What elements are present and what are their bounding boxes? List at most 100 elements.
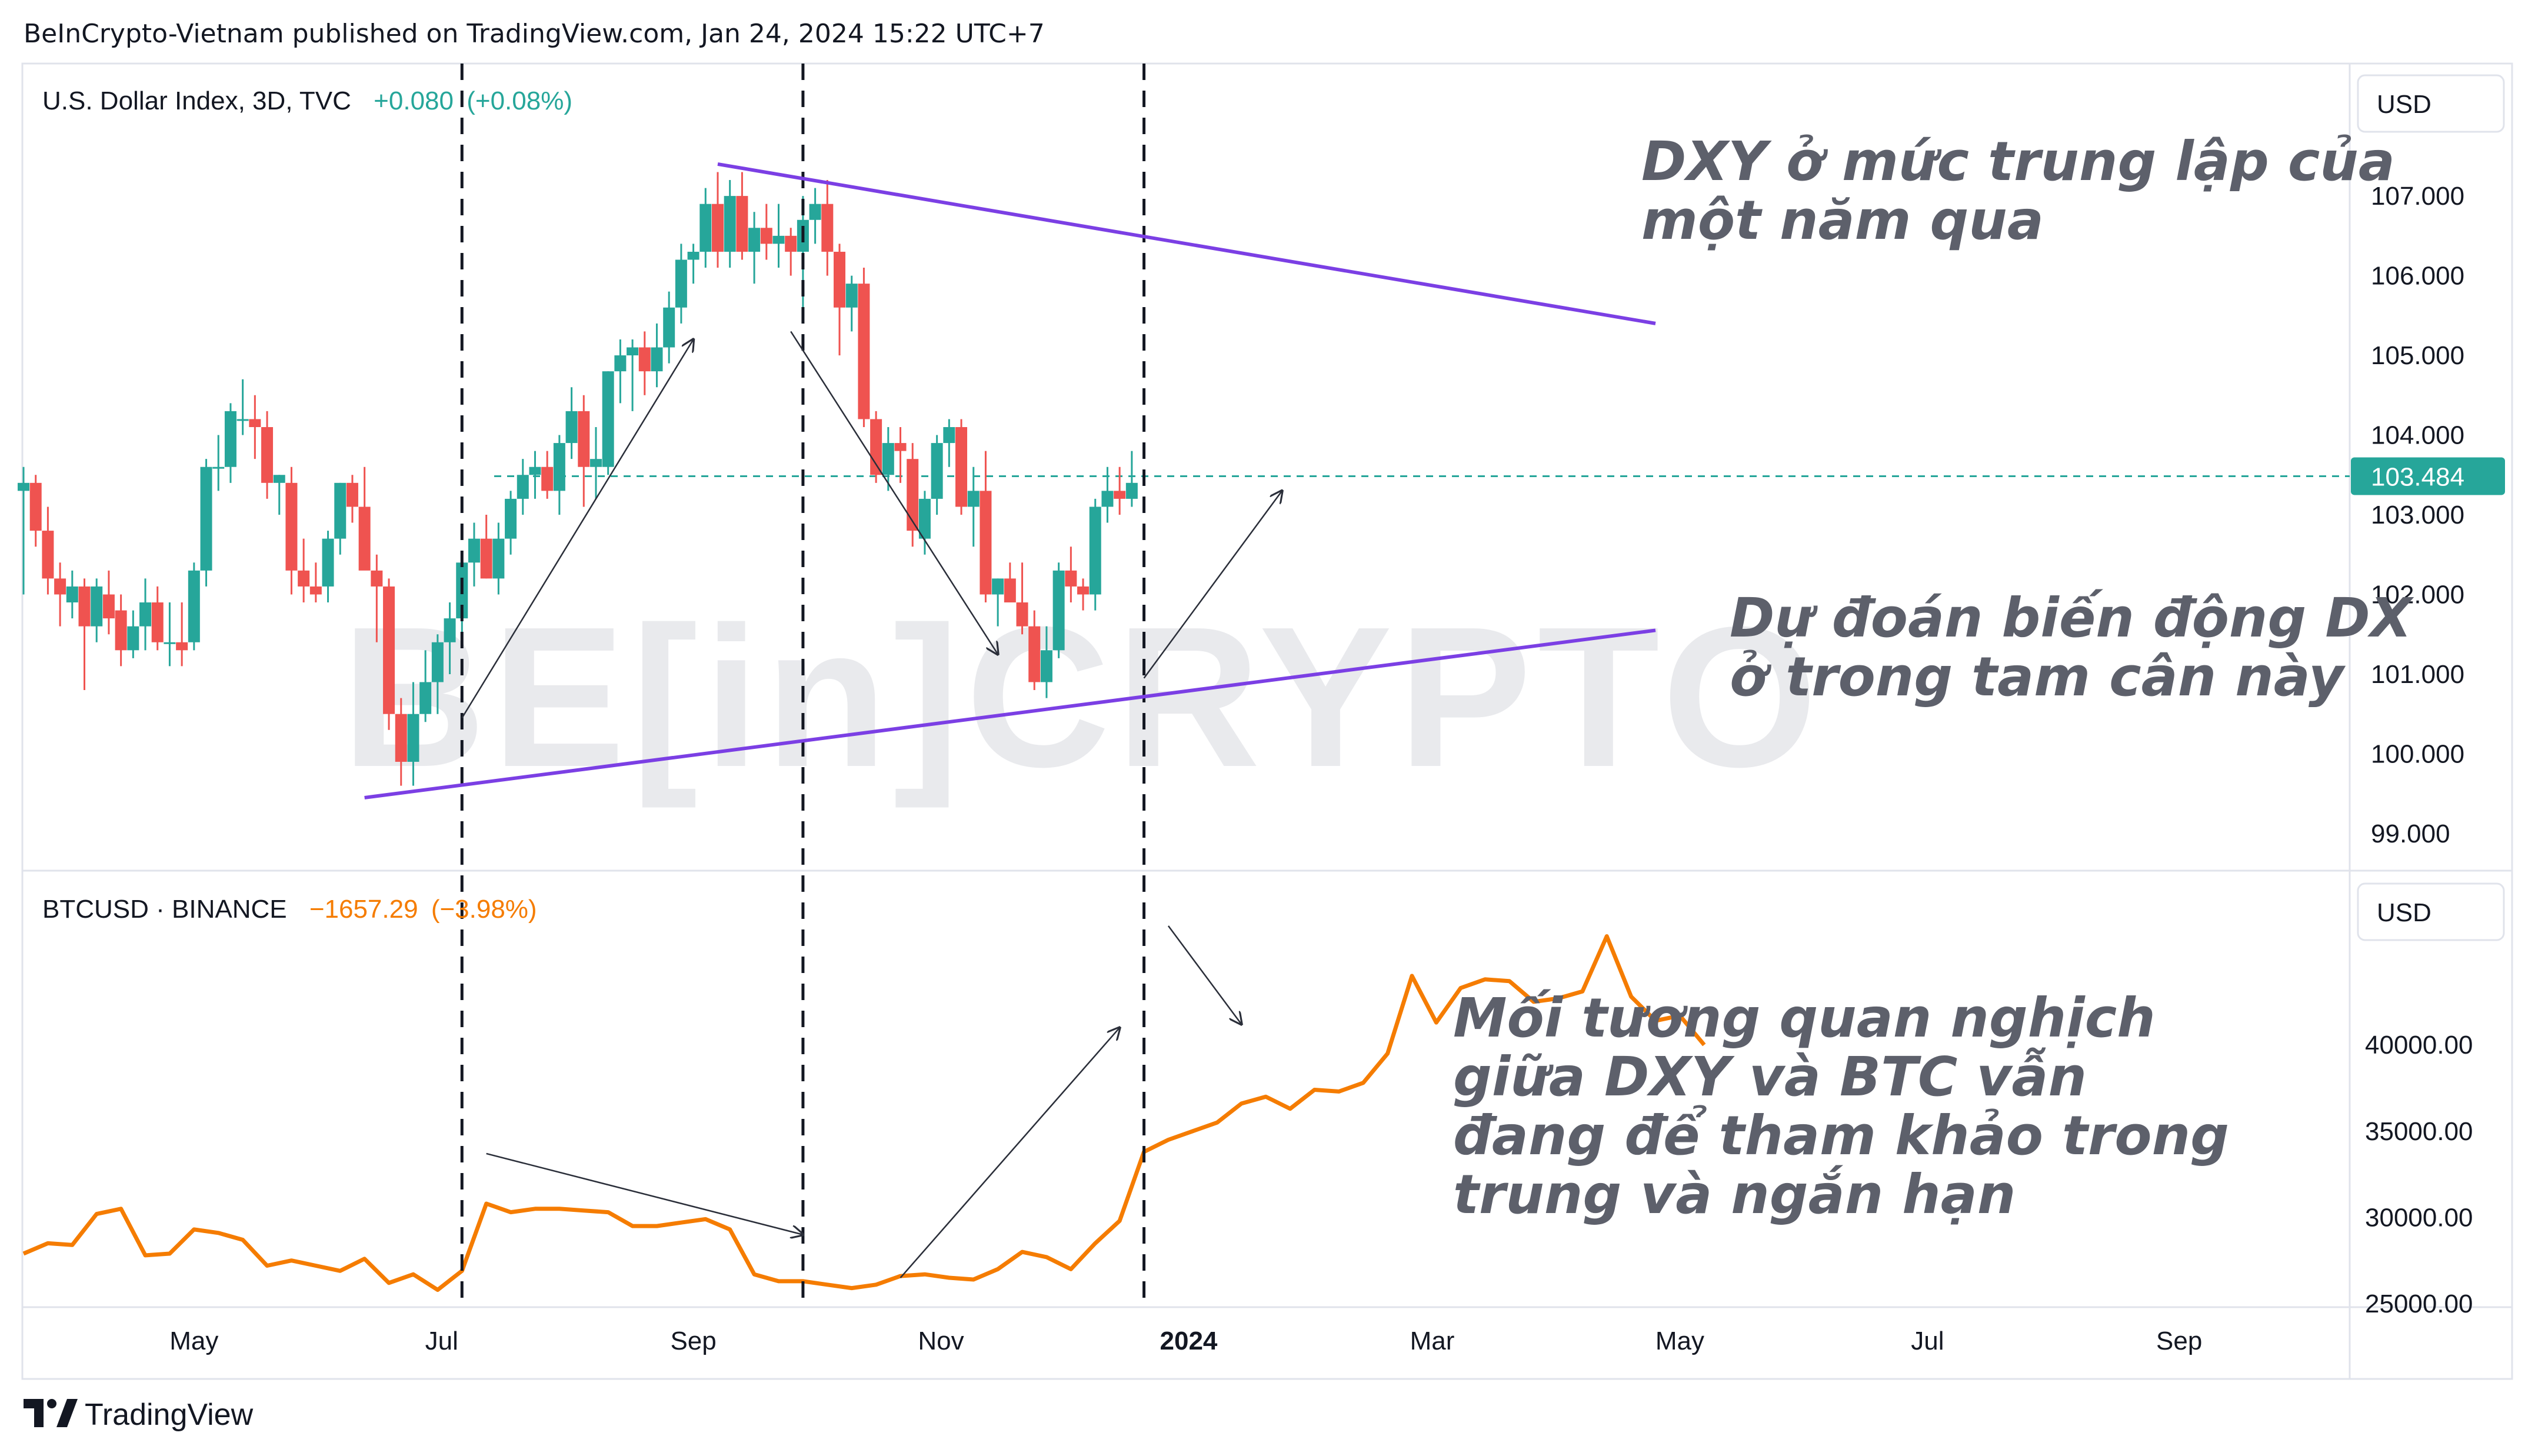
btc-trend-arrow: [486, 1152, 803, 1235]
candle-body: [821, 204, 834, 252]
candle-body: [309, 586, 322, 595]
dxy-trend-arrow: [790, 331, 998, 654]
x-tick-label: Jul: [425, 1327, 458, 1355]
candle-body: [188, 570, 200, 642]
candle-body: [395, 714, 407, 762]
candle-body: [894, 443, 907, 451]
btc-change-pct: (−3.98%): [431, 895, 537, 924]
x-tick-label: 2024: [1160, 1327, 1218, 1355]
candle-body: [407, 714, 419, 762]
candle-body: [1101, 491, 1114, 507]
candle-body: [711, 204, 724, 252]
candle-body: [845, 284, 858, 308]
candle-body: [383, 586, 395, 714]
last-price-badge: [2351, 457, 2505, 495]
btc-currency-button[interactable]: USD: [2357, 882, 2505, 941]
candle-body: [772, 235, 785, 244]
x-tick-label: Mar: [1410, 1327, 1455, 1355]
candle-body: [249, 419, 261, 427]
btc-trend-arrow: [900, 1028, 1120, 1278]
tradingview-brand: TradingView: [85, 1398, 254, 1432]
candle-body: [346, 482, 358, 507]
tradingview-logo[interactable]: TradingView: [24, 1398, 254, 1432]
dxy-y-tick-label: 101.000: [2371, 660, 2464, 689]
candle-body: [992, 578, 1004, 595]
published-header: BeInCrypto-Vietnam published on TradingV…: [24, 19, 1045, 49]
annotation-triangle-line1: Dự đoán biến động DX: [1730, 587, 2414, 649]
candle-body: [980, 491, 992, 595]
dxy-y-tick-label: 103.000: [2371, 501, 2464, 529]
candle-body: [91, 586, 103, 627]
candle-body: [261, 427, 274, 483]
dxy-y-tick-label: 104.000: [2371, 421, 2464, 450]
candle-body: [785, 235, 797, 252]
dxy-currency-button[interactable]: USD: [2357, 74, 2505, 133]
time-axis[interactable]: May Jul Sep Nov 2024 Mar May Jul Sep: [169, 1327, 2202, 1355]
candle-body: [42, 531, 54, 579]
candle-body: [870, 419, 882, 475]
chart-frame: [21, 62, 2513, 1380]
annotation-correlation-line2: giữa DXY và BTC vẫn: [1453, 1045, 2087, 1108]
candle-body: [176, 642, 188, 651]
tv-logo-mark: [24, 1399, 44, 1427]
candle-body: [164, 642, 176, 644]
watermark-logo: BE[in]CRYPTO: [342, 585, 1824, 809]
candle-body: [322, 538, 334, 587]
candle-body: [760, 228, 772, 244]
candle-body: [675, 259, 687, 308]
candle-body: [687, 251, 699, 260]
dxy-y-tick-label: 106.000: [2371, 262, 2464, 291]
candle-body: [638, 347, 651, 372]
dxy-y-tick-label: 99.000: [2371, 819, 2450, 848]
btc-y-tick-label: 35000.00: [2365, 1117, 2473, 1146]
candle-body: [1065, 570, 1077, 587]
candle-body: [578, 411, 590, 467]
dxy-change-pct: (+0.08%): [467, 86, 572, 115]
candle-body: [553, 443, 565, 491]
dxy-y-tick-label: 100.000: [2371, 739, 2464, 768]
candle-body: [529, 467, 541, 475]
dxy-change: +0.080: [374, 86, 454, 115]
candle-body: [907, 459, 919, 531]
candle-body: [273, 475, 285, 483]
candle-body: [1114, 491, 1126, 499]
candle-body: [1052, 570, 1065, 651]
candle-body: [1089, 507, 1101, 595]
btc-legend[interactable]: BTCUSD · BINANCE −1657.29 (−3.98%): [42, 895, 537, 924]
annotation-correlation-line4: trung và ngắn hạn: [1453, 1163, 2016, 1226]
annotation-correlation-line3: đang để tham khảo trong: [1453, 1104, 2229, 1167]
candle-body: [967, 491, 980, 507]
candle-body: [468, 538, 480, 563]
candle-body: [663, 307, 675, 348]
dxy-currency-label: USD: [2377, 90, 2431, 119]
candle-body: [285, 482, 298, 571]
annotation-triangle-line2: ở trong tam cân này: [1730, 645, 2346, 708]
dxy-y-tick-label: 107.000: [2371, 182, 2464, 211]
candle-body: [541, 467, 554, 491]
dxy-legend[interactable]: U.S. Dollar Index, 3D, TVC +0.080 (+0.08…: [42, 86, 572, 115]
btc-price-line: [22, 934, 1706, 1292]
candle-body: [1077, 586, 1090, 595]
candle-body: [151, 602, 164, 642]
candle-body: [602, 371, 614, 467]
candle-body: [371, 570, 383, 587]
candle-body: [29, 482, 42, 531]
x-tick-label: Sep: [670, 1327, 716, 1355]
candle-body: [54, 578, 66, 595]
candle-body: [200, 467, 212, 571]
candle-body: [1125, 482, 1138, 499]
x-tick-label: Jul: [1911, 1327, 1944, 1355]
dxy-pane[interactable]: 107.000 106.000 105.000 104.000 103.000 102.0…: [18, 172, 2505, 848]
candle-body: [943, 427, 955, 444]
btc-trend-arrow: [1167, 925, 1241, 1024]
x-tick-label: May: [169, 1327, 218, 1355]
candle-body: [505, 498, 517, 539]
btc-pane[interactable]: 40000.00 35000.00 30000.00 25000.00: [22, 934, 2473, 1319]
candle-body: [492, 538, 505, 579]
candle-body: [236, 419, 249, 421]
dxy-trend-arrow: [461, 339, 693, 719]
candle-body: [358, 507, 371, 571]
annotation-correlation-line1: Mối tương quan nghịch: [1453, 987, 2156, 1049]
candle-body: [444, 618, 456, 642]
